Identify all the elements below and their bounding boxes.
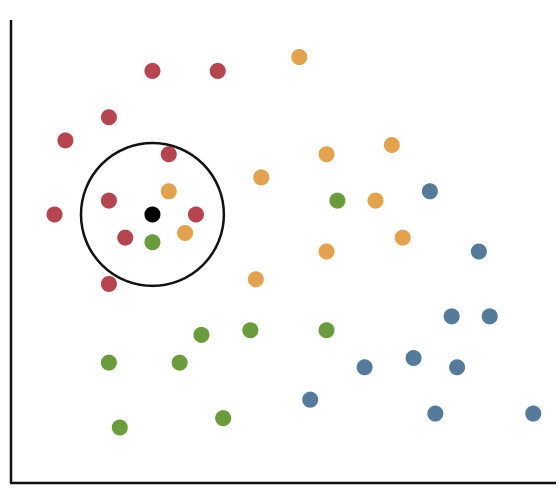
data-point	[100, 109, 117, 126]
data-point	[193, 326, 210, 343]
data-point	[470, 243, 487, 260]
data-point	[318, 322, 335, 339]
data-point	[171, 354, 188, 371]
data-point	[209, 62, 226, 79]
data-point	[318, 243, 335, 260]
data-point	[100, 192, 117, 209]
data-point	[160, 146, 177, 163]
data-point	[215, 410, 232, 427]
data-point	[302, 391, 319, 408]
data-point	[160, 183, 177, 200]
data-point	[242, 322, 259, 339]
data-point	[427, 405, 444, 422]
data-point	[318, 146, 335, 163]
series-2	[160, 49, 411, 288]
data-point	[394, 229, 411, 246]
data-point	[356, 359, 373, 376]
chart-marks	[46, 49, 542, 436]
data-point	[449, 359, 466, 376]
data-point	[383, 137, 400, 154]
data-point	[291, 49, 308, 66]
data-point	[117, 229, 134, 246]
data-point	[144, 62, 161, 79]
data-point	[187, 206, 204, 223]
axes	[9, 20, 556, 485]
data-point	[46, 206, 63, 223]
data-point	[329, 192, 346, 209]
neighborhood-circle	[79, 141, 226, 288]
data-point	[367, 192, 384, 209]
data-point	[421, 183, 438, 200]
data-point	[144, 234, 161, 251]
series-1	[46, 62, 226, 292]
data-point	[100, 354, 117, 371]
data-point	[57, 132, 74, 149]
data-point	[100, 275, 117, 292]
query-point	[144, 206, 161, 223]
data-point	[177, 224, 194, 241]
data-point	[111, 419, 128, 436]
data-point	[247, 271, 264, 288]
data-point	[253, 169, 270, 186]
data-point	[525, 405, 542, 422]
data-point	[481, 308, 498, 325]
series-3	[100, 192, 346, 436]
series-4	[302, 183, 542, 422]
data-point	[405, 349, 422, 366]
data-point	[443, 308, 460, 325]
